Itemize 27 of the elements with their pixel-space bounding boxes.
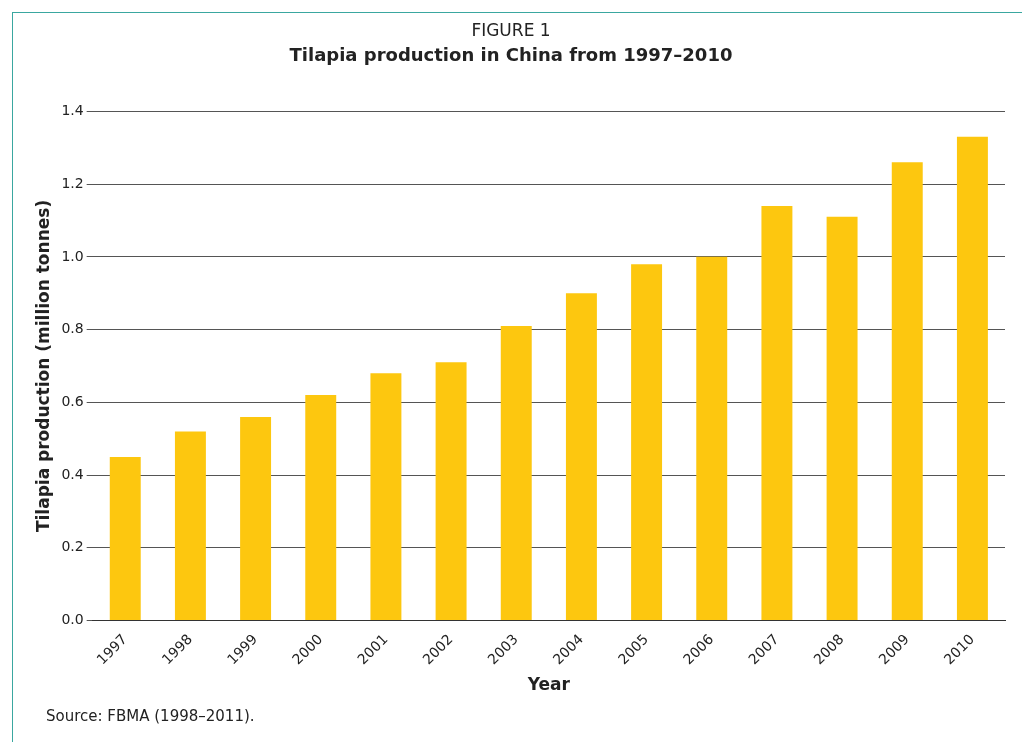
bar xyxy=(696,256,728,621)
y-axis-title: Tilapia production (million tonnes) xyxy=(32,199,53,533)
bar xyxy=(826,216,858,621)
source-note: Source: FBMA (1998–2011). xyxy=(46,707,255,725)
bar xyxy=(109,456,141,621)
bar xyxy=(174,431,206,621)
bar xyxy=(565,293,597,621)
y-tick-label: 1.0 xyxy=(61,247,84,264)
y-tick-label: 1.4 xyxy=(61,102,84,119)
y-tick-label: 1.2 xyxy=(61,174,84,191)
bar xyxy=(370,373,402,621)
chart-subtitle: Tilapia production in China from 1997–2010 xyxy=(288,44,734,65)
y-tick-label: 0.8 xyxy=(61,320,84,337)
y-tick-label: 0.6 xyxy=(61,392,84,409)
bar xyxy=(631,264,663,621)
x-axis-title: Year xyxy=(526,674,571,695)
y-tick-label: 0.0 xyxy=(61,611,84,628)
chart-title: FIGURE 1 xyxy=(470,20,552,40)
bar xyxy=(305,395,337,621)
bar xyxy=(435,362,467,621)
bar xyxy=(956,136,988,621)
y-tick-label: 0.2 xyxy=(61,538,84,555)
bar xyxy=(240,416,272,621)
y-tick-label: 0.4 xyxy=(61,465,84,482)
bar xyxy=(891,162,923,621)
bar xyxy=(500,325,532,621)
bar xyxy=(761,205,793,621)
